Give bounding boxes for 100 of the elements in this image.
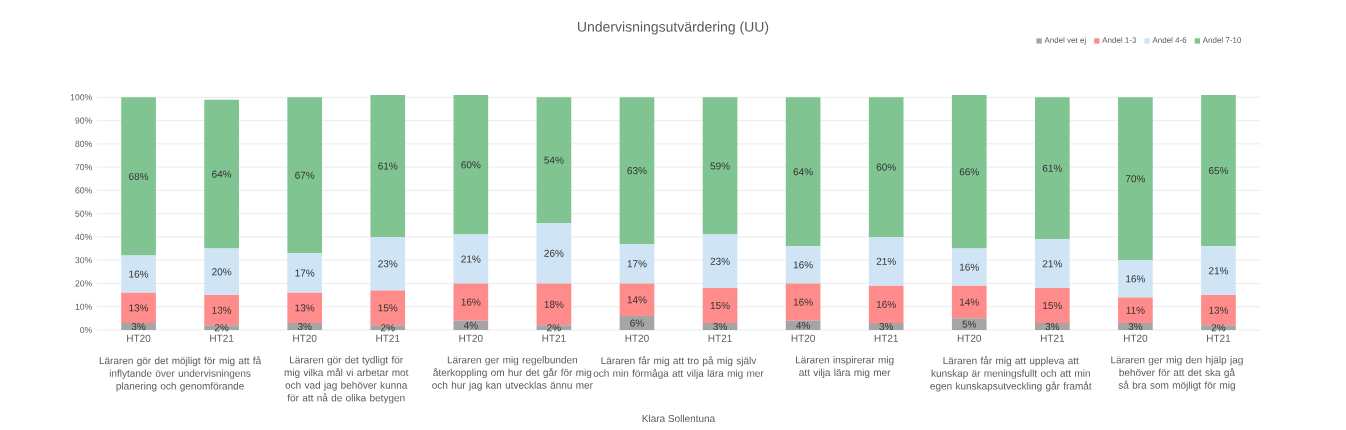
bar — [370, 325, 406, 330]
data-label: 3% — [1045, 322, 1060, 331]
x-tick-label: HT21 — [874, 334, 898, 342]
bar — [287, 292, 323, 324]
data-label: 3% — [713, 322, 727, 331]
data-label: 60% — [461, 161, 481, 169]
text: Läraren gör det möjligt för mig att få inflytande över undervisningens planering och genomförande — [99, 356, 262, 392]
bar — [287, 253, 323, 293]
bar — [619, 316, 655, 330]
data-label: 20% — [212, 268, 232, 276]
data-label: 17% — [627, 260, 647, 268]
data-label: 16% — [876, 300, 896, 308]
bar — [536, 283, 572, 326]
data-label: 70% — [1125, 175, 1146, 183]
bar — [868, 97, 904, 237]
data-label: 13% — [1209, 306, 1229, 314]
bar — [619, 97, 655, 244]
bar — [370, 236, 406, 291]
data-label: 54% — [544, 156, 564, 164]
legend-label: Andel 1-3 — [1102, 37, 1137, 43]
data-label: 16% — [960, 263, 979, 271]
bar — [1035, 239, 1070, 289]
bar — [121, 97, 156, 256]
legend-label: Andel 7-10 — [1202, 37, 1242, 43]
data-label: 16% — [461, 298, 481, 306]
data-label: 13% — [129, 304, 149, 312]
y-tick-label: 0% — [80, 326, 92, 334]
bar — [121, 292, 156, 324]
text: Läraren får mig att tro på mig själv och min förmåga att vilja lära mig mer — [593, 356, 764, 379]
bar — [951, 248, 987, 286]
bar — [370, 95, 406, 237]
x-tick-label: HT20 — [1123, 334, 1148, 342]
data-label: 5% — [962, 320, 977, 328]
chart-title: Undervisningsutvärdering (UU) — [578, 21, 769, 35]
x-tick-label: HT21 — [1207, 334, 1231, 342]
y-tick-label: 50% — [75, 210, 92, 217]
bar — [1118, 297, 1153, 324]
bar — [287, 323, 323, 330]
y-tick-label: 60% — [75, 187, 92, 194]
bar — [868, 285, 904, 324]
data-label: 21% — [1208, 267, 1229, 275]
data-label: 14% — [627, 296, 647, 304]
data-label: 2% — [547, 324, 561, 332]
data-label: 59% — [710, 162, 730, 170]
y-tick-label: 90% — [75, 117, 92, 124]
data-label: 3% — [879, 322, 894, 331]
data-label: 2% — [381, 324, 395, 332]
bar — [204, 325, 239, 330]
data-label: 13% — [212, 306, 232, 314]
bar — [204, 295, 239, 326]
data-label: 6% — [630, 319, 644, 327]
bar — [1201, 95, 1236, 247]
bar — [785, 283, 821, 321]
bar — [619, 283, 655, 317]
bar — [1201, 295, 1236, 326]
bar — [785, 97, 821, 247]
bar — [536, 222, 572, 284]
x-tick-label: HT21 — [1040, 334, 1065, 342]
data-label: 14% — [960, 298, 979, 306]
bar — [1201, 325, 1236, 330]
bar — [204, 248, 239, 296]
text: Läraren får mig att uppleva att kunskap är meningsfullt och att min egen kunskapsutveckling går framåt — [930, 356, 1092, 392]
x-tick-label: HT20 — [791, 334, 815, 342]
x-tick-label: HT21 — [376, 334, 400, 342]
bar — [1118, 97, 1153, 261]
bar — [951, 95, 987, 249]
data-label: 16% — [793, 298, 813, 306]
bar — [536, 325, 572, 330]
y-tick-label: 10% — [75, 303, 92, 310]
bar — [536, 97, 572, 223]
data-label: 4% — [796, 321, 810, 329]
data-label: 23% — [378, 260, 398, 268]
bar — [702, 97, 738, 235]
y-tick-label: 80% — [75, 140, 92, 147]
x-tick-label: HT20 — [957, 334, 982, 342]
data-label: 64% — [793, 168, 813, 176]
bar — [1035, 288, 1070, 324]
x-tick-label: HT20 — [625, 334, 649, 342]
data-label: 61% — [378, 162, 398, 170]
bar — [453, 95, 489, 235]
text: Läraren gör det tydligt för mig vilka mål vi arbetar mot och vad jag behöver kunna för att nå de olika betygen — [284, 356, 409, 404]
text: Läraren ger mig regelbunden återkoppling om hur det går för mig och hur jag kan utvecklas ännu mer — [432, 356, 593, 391]
x-tick-label: HT21 — [708, 334, 732, 342]
data-label: 64% — [212, 170, 232, 178]
data-label: 23% — [710, 257, 730, 265]
data-label: 3% — [131, 322, 146, 331]
data-label: 21% — [1042, 260, 1062, 268]
data-label: 4% — [463, 321, 478, 329]
data-label: 15% — [710, 302, 730, 310]
data-label: 16% — [793, 261, 813, 269]
y-tick-label: 100% — [70, 94, 92, 101]
data-label: 60% — [876, 163, 896, 171]
y-tick-label: 70% — [75, 164, 92, 171]
data-label: 3% — [1128, 322, 1143, 331]
data-label: 16% — [1126, 275, 1146, 283]
data-label: 68% — [129, 172, 149, 180]
bar — [702, 288, 738, 324]
bar — [785, 246, 821, 284]
data-label: 67% — [295, 171, 315, 179]
x-tick-label: HT21 — [542, 334, 566, 342]
